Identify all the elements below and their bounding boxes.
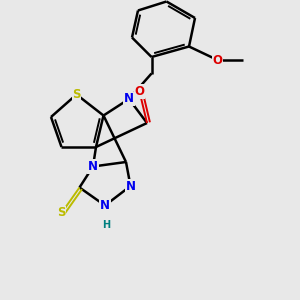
- Text: N: N: [124, 92, 134, 106]
- Text: N: N: [100, 199, 110, 212]
- Text: O: O: [134, 85, 145, 98]
- Text: S: S: [57, 206, 66, 220]
- Text: N: N: [88, 160, 98, 173]
- Text: S: S: [72, 88, 81, 101]
- Text: O: O: [212, 53, 223, 67]
- Text: N: N: [125, 179, 136, 193]
- Text: H: H: [102, 220, 111, 230]
